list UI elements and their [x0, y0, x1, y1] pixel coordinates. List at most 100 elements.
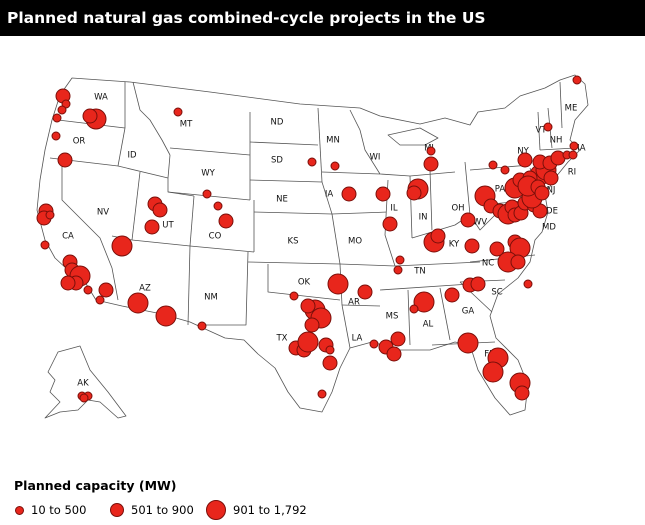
state-line-id-nv-ut — [117, 165, 169, 179]
state-line-mi-oh — [409, 171, 456, 177]
project-marker — [550, 150, 566, 166]
legend-item-small: 10 to 500 — [15, 498, 86, 522]
state-label-de: DE — [546, 207, 558, 217]
alaska-outline — [44, 345, 127, 419]
legend-label-medium: 501 to 900 — [131, 503, 194, 517]
state-label-ma: MA — [572, 144, 585, 154]
state-line-ne-ia — [321, 181, 333, 215]
project-marker — [307, 157, 317, 167]
state-line-nd-sd — [249, 141, 319, 146]
state-label-az: AZ — [139, 284, 151, 294]
legend-label-small: 10 to 500 — [31, 503, 87, 517]
project-markers — [36, 75, 582, 403]
state-line-ok-tx — [267, 264, 341, 301]
state-line-pa-ny — [469, 164, 531, 171]
project-marker — [406, 185, 422, 201]
project-marker — [45, 210, 55, 220]
state-line-co-nm — [189, 245, 255, 253]
project-marker — [79, 393, 89, 403]
state-line-oh-pa — [464, 161, 471, 216]
project-marker — [60, 275, 76, 291]
project-marker — [382, 216, 398, 232]
state-label-nj: NJ — [547, 186, 556, 196]
project-marker — [152, 202, 168, 218]
state-label-ut: UT — [162, 221, 174, 231]
state-line-tn-ms-al — [379, 283, 471, 291]
state-line-ut-az — [131, 239, 191, 247]
legend: 10 to 500 501 to 900 901 to 1,792 — [0, 498, 645, 522]
state-line-wi-il — [379, 173, 411, 177]
state-label-wy: WY — [201, 169, 215, 179]
project-marker — [393, 265, 403, 275]
state-label-ri: RI — [568, 168, 576, 178]
state-label-in: IN — [419, 213, 428, 223]
state-label-tn: TN — [413, 267, 426, 277]
legend-item-large: 901 to 1,792 — [206, 498, 307, 522]
state-line-mo-ar — [339, 263, 396, 267]
state-line-mt-wy — [169, 147, 251, 156]
project-marker — [444, 287, 460, 303]
state-line-ma — [539, 147, 576, 151]
project-marker — [218, 213, 234, 229]
project-marker — [500, 165, 510, 175]
state-line-ky-tn — [394, 261, 481, 267]
state-line-az-nm — [187, 245, 191, 326]
state-label-ca: CA — [62, 232, 74, 242]
state-label-la: LA — [352, 334, 363, 344]
state-line-sd-ne — [249, 179, 323, 183]
state-line-ne-ks — [253, 211, 333, 215]
state-label-pa: PA — [495, 185, 506, 195]
project-marker — [327, 273, 349, 295]
legend-item-medium: 501 to 900 — [110, 498, 194, 522]
project-marker — [409, 304, 419, 314]
state-line-ms-al — [407, 289, 411, 346]
state-label-wi: WI — [370, 153, 381, 163]
state-line-ny-vt — [537, 111, 541, 151]
state-label-ia: IA — [325, 190, 334, 200]
state-label-ok: OK — [298, 278, 311, 288]
state-label-il: IL — [390, 204, 398, 214]
project-marker — [304, 317, 320, 333]
state-borders — [36, 74, 589, 419]
project-marker — [375, 186, 391, 202]
project-marker — [569, 141, 579, 151]
state-label-ny: NY — [517, 147, 529, 157]
project-marker — [430, 228, 446, 244]
legend-marker-small — [15, 505, 24, 515]
project-marker — [155, 305, 177, 327]
state-line-ia-mo — [331, 211, 389, 215]
project-marker — [543, 170, 559, 186]
state-label-nd: ND — [271, 118, 284, 128]
project-marker — [572, 75, 582, 85]
project-marker — [390, 331, 406, 347]
state-label-ks: KS — [288, 237, 299, 247]
state-line-ks-ok — [247, 261, 341, 265]
project-marker — [517, 152, 533, 168]
project-marker — [325, 345, 335, 355]
project-marker — [568, 150, 578, 160]
state-label-or: OR — [73, 137, 86, 147]
project-marker — [127, 292, 149, 314]
state-line-nd-mn — [317, 107, 323, 183]
state-label-nh: NH — [550, 136, 563, 146]
project-marker — [197, 321, 207, 331]
state-label-ga: GA — [462, 307, 475, 317]
us-outline — [36, 74, 589, 416]
project-marker — [330, 161, 340, 171]
state-line-al-ga — [439, 287, 451, 341]
legend-label-large: 901 to 1,792 — [233, 503, 307, 517]
project-marker — [83, 285, 93, 295]
project-marker — [523, 279, 533, 289]
project-marker — [386, 346, 402, 362]
state-line-ar-la — [341, 304, 381, 307]
state-label-mo: MO — [348, 237, 362, 247]
legend-marker-medium — [110, 503, 124, 517]
state-line-mn-wi — [349, 109, 381, 175]
state-label-ky: KY — [449, 240, 460, 250]
project-marker — [173, 107, 183, 117]
project-marker — [426, 146, 436, 156]
project-marker — [213, 201, 223, 211]
state-label-me: ME — [565, 104, 578, 114]
state-label-mt: MT — [180, 120, 193, 130]
project-marker — [82, 108, 98, 124]
